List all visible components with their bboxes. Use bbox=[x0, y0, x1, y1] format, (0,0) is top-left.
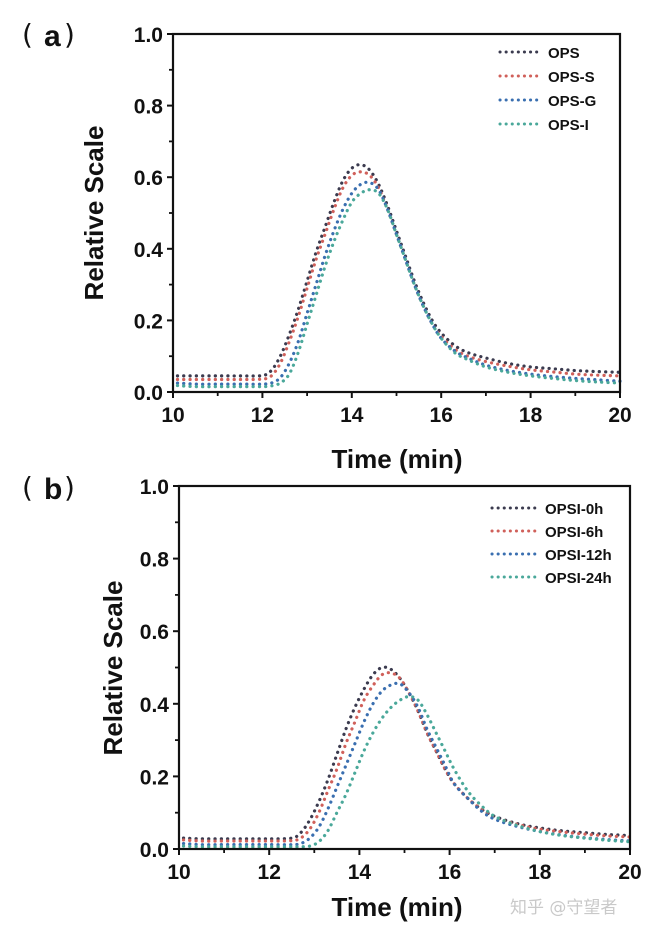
panel-a-legend: OPS OPS-S OPS-G OPS-I bbox=[498, 45, 596, 134]
legend-label-opsi-6h: OPSI-6h bbox=[545, 524, 603, 541]
panel-b-ticks: 10 12 14 16 18 20 0.0 0.2 0.4 0.6 0.8 1.0 bbox=[140, 476, 642, 884]
panel-b-series-opsi-24h bbox=[181, 694, 632, 849]
legend-label-ops-i: OPS-I bbox=[548, 117, 589, 134]
panel-a-x-tick-label: 16 bbox=[430, 404, 453, 427]
panel-b-letter: b bbox=[44, 473, 62, 506]
panel-b-y-tick-label: 0.6 bbox=[140, 621, 169, 644]
panel-a-curves bbox=[175, 163, 622, 389]
panel-a-close-paren: ) bbox=[64, 18, 75, 51]
panel-b-y-axis-title: Relative Scale bbox=[98, 581, 128, 756]
panel-a-y-tick-label: 1.0 bbox=[134, 24, 163, 47]
panel-b: ( b ) Relative Scale Time (min) 10 12 14 16… bbox=[22, 471, 642, 922]
panel-a-y-tick-label: 0.8 bbox=[134, 96, 164, 119]
legend-label-opsi-12h: OPSI-12h bbox=[545, 547, 612, 564]
panel-b-x-tick-label: 20 bbox=[618, 861, 641, 884]
panel-b-y-tick-label: 0.8 bbox=[140, 549, 170, 572]
panel-b-y-tick-label: 0.0 bbox=[140, 839, 169, 862]
panel-b-series-opsi-0h bbox=[181, 665, 632, 841]
panel-a-x-tick-label: 14 bbox=[340, 404, 364, 427]
panel-b-y-tick-label: 0.2 bbox=[140, 766, 169, 789]
legend-label-ops-g: OPS-G bbox=[548, 93, 596, 110]
panel-a-x-tick-label: 12 bbox=[251, 404, 274, 427]
panel-a-y-tick-label: 0.4 bbox=[134, 239, 164, 262]
panel-b-y-tick-label: 1.0 bbox=[140, 476, 169, 499]
legend-label-ops-s: OPS-S bbox=[548, 69, 595, 86]
panel-b-open-paren: ( bbox=[22, 471, 33, 504]
panel-a-y-tick-label: 0.2 bbox=[134, 310, 163, 333]
panel-b-plot-frame bbox=[177, 484, 632, 851]
panel-b-x-tick-label: 18 bbox=[528, 861, 552, 884]
panel-a-x-axis-title: Time (min) bbox=[332, 444, 463, 474]
panel-a-series-ops-s bbox=[175, 170, 622, 382]
panel-b-close-paren: ) bbox=[64, 471, 75, 504]
panel-a-x-tick-label: 20 bbox=[608, 404, 631, 427]
panel-a-series-ops-i bbox=[175, 188, 622, 389]
panel-a-plot-frame bbox=[171, 32, 622, 394]
panel-b-curves bbox=[181, 665, 632, 849]
panel-a: ( a ) Relative Scale Time (min) 10 12 14 16… bbox=[22, 18, 632, 474]
panel-a-series-ops bbox=[175, 163, 622, 378]
panel-b-x-tick-label: 16 bbox=[438, 861, 461, 884]
panel-a-x-tick-label: 18 bbox=[519, 404, 543, 427]
panel-b-x-tick-label: 10 bbox=[167, 861, 190, 884]
panel-b-series-opsi-12h bbox=[181, 681, 632, 847]
panel-a-y-tick-label: 0.0 bbox=[134, 382, 163, 405]
panel-b-x-axis-title: Time (min) bbox=[332, 892, 463, 922]
panel-a-ticks: 10 12 14 16 18 20 0.0 0.2 0.4 0.6 0.8 1.0 bbox=[134, 24, 632, 427]
legend-label-opsi-0h: OPSI-0h bbox=[545, 501, 603, 518]
legend-label-ops: OPS bbox=[548, 45, 580, 62]
panel-b-y-tick-label: 0.4 bbox=[140, 694, 170, 717]
panel-a-open-paren: ( bbox=[22, 18, 33, 51]
panel-b-legend: OPSI-0h OPSI-6h OPSI-12h OPSI-24h bbox=[490, 501, 612, 587]
panel-a-series-ops-g bbox=[175, 180, 622, 386]
panel-b-x-tick-label: 14 bbox=[348, 861, 372, 884]
legend-label-opsi-24h: OPSI-24h bbox=[545, 570, 612, 587]
panel-a-y-axis-title: Relative Scale bbox=[79, 126, 109, 301]
watermark: 知乎 @守望者 bbox=[510, 898, 617, 918]
panel-a-x-tick-label: 10 bbox=[161, 404, 184, 427]
panel-a-letter: a bbox=[44, 20, 61, 53]
panel-b-x-tick-label: 12 bbox=[258, 861, 281, 884]
panel-a-y-tick-label: 0.6 bbox=[134, 167, 163, 190]
